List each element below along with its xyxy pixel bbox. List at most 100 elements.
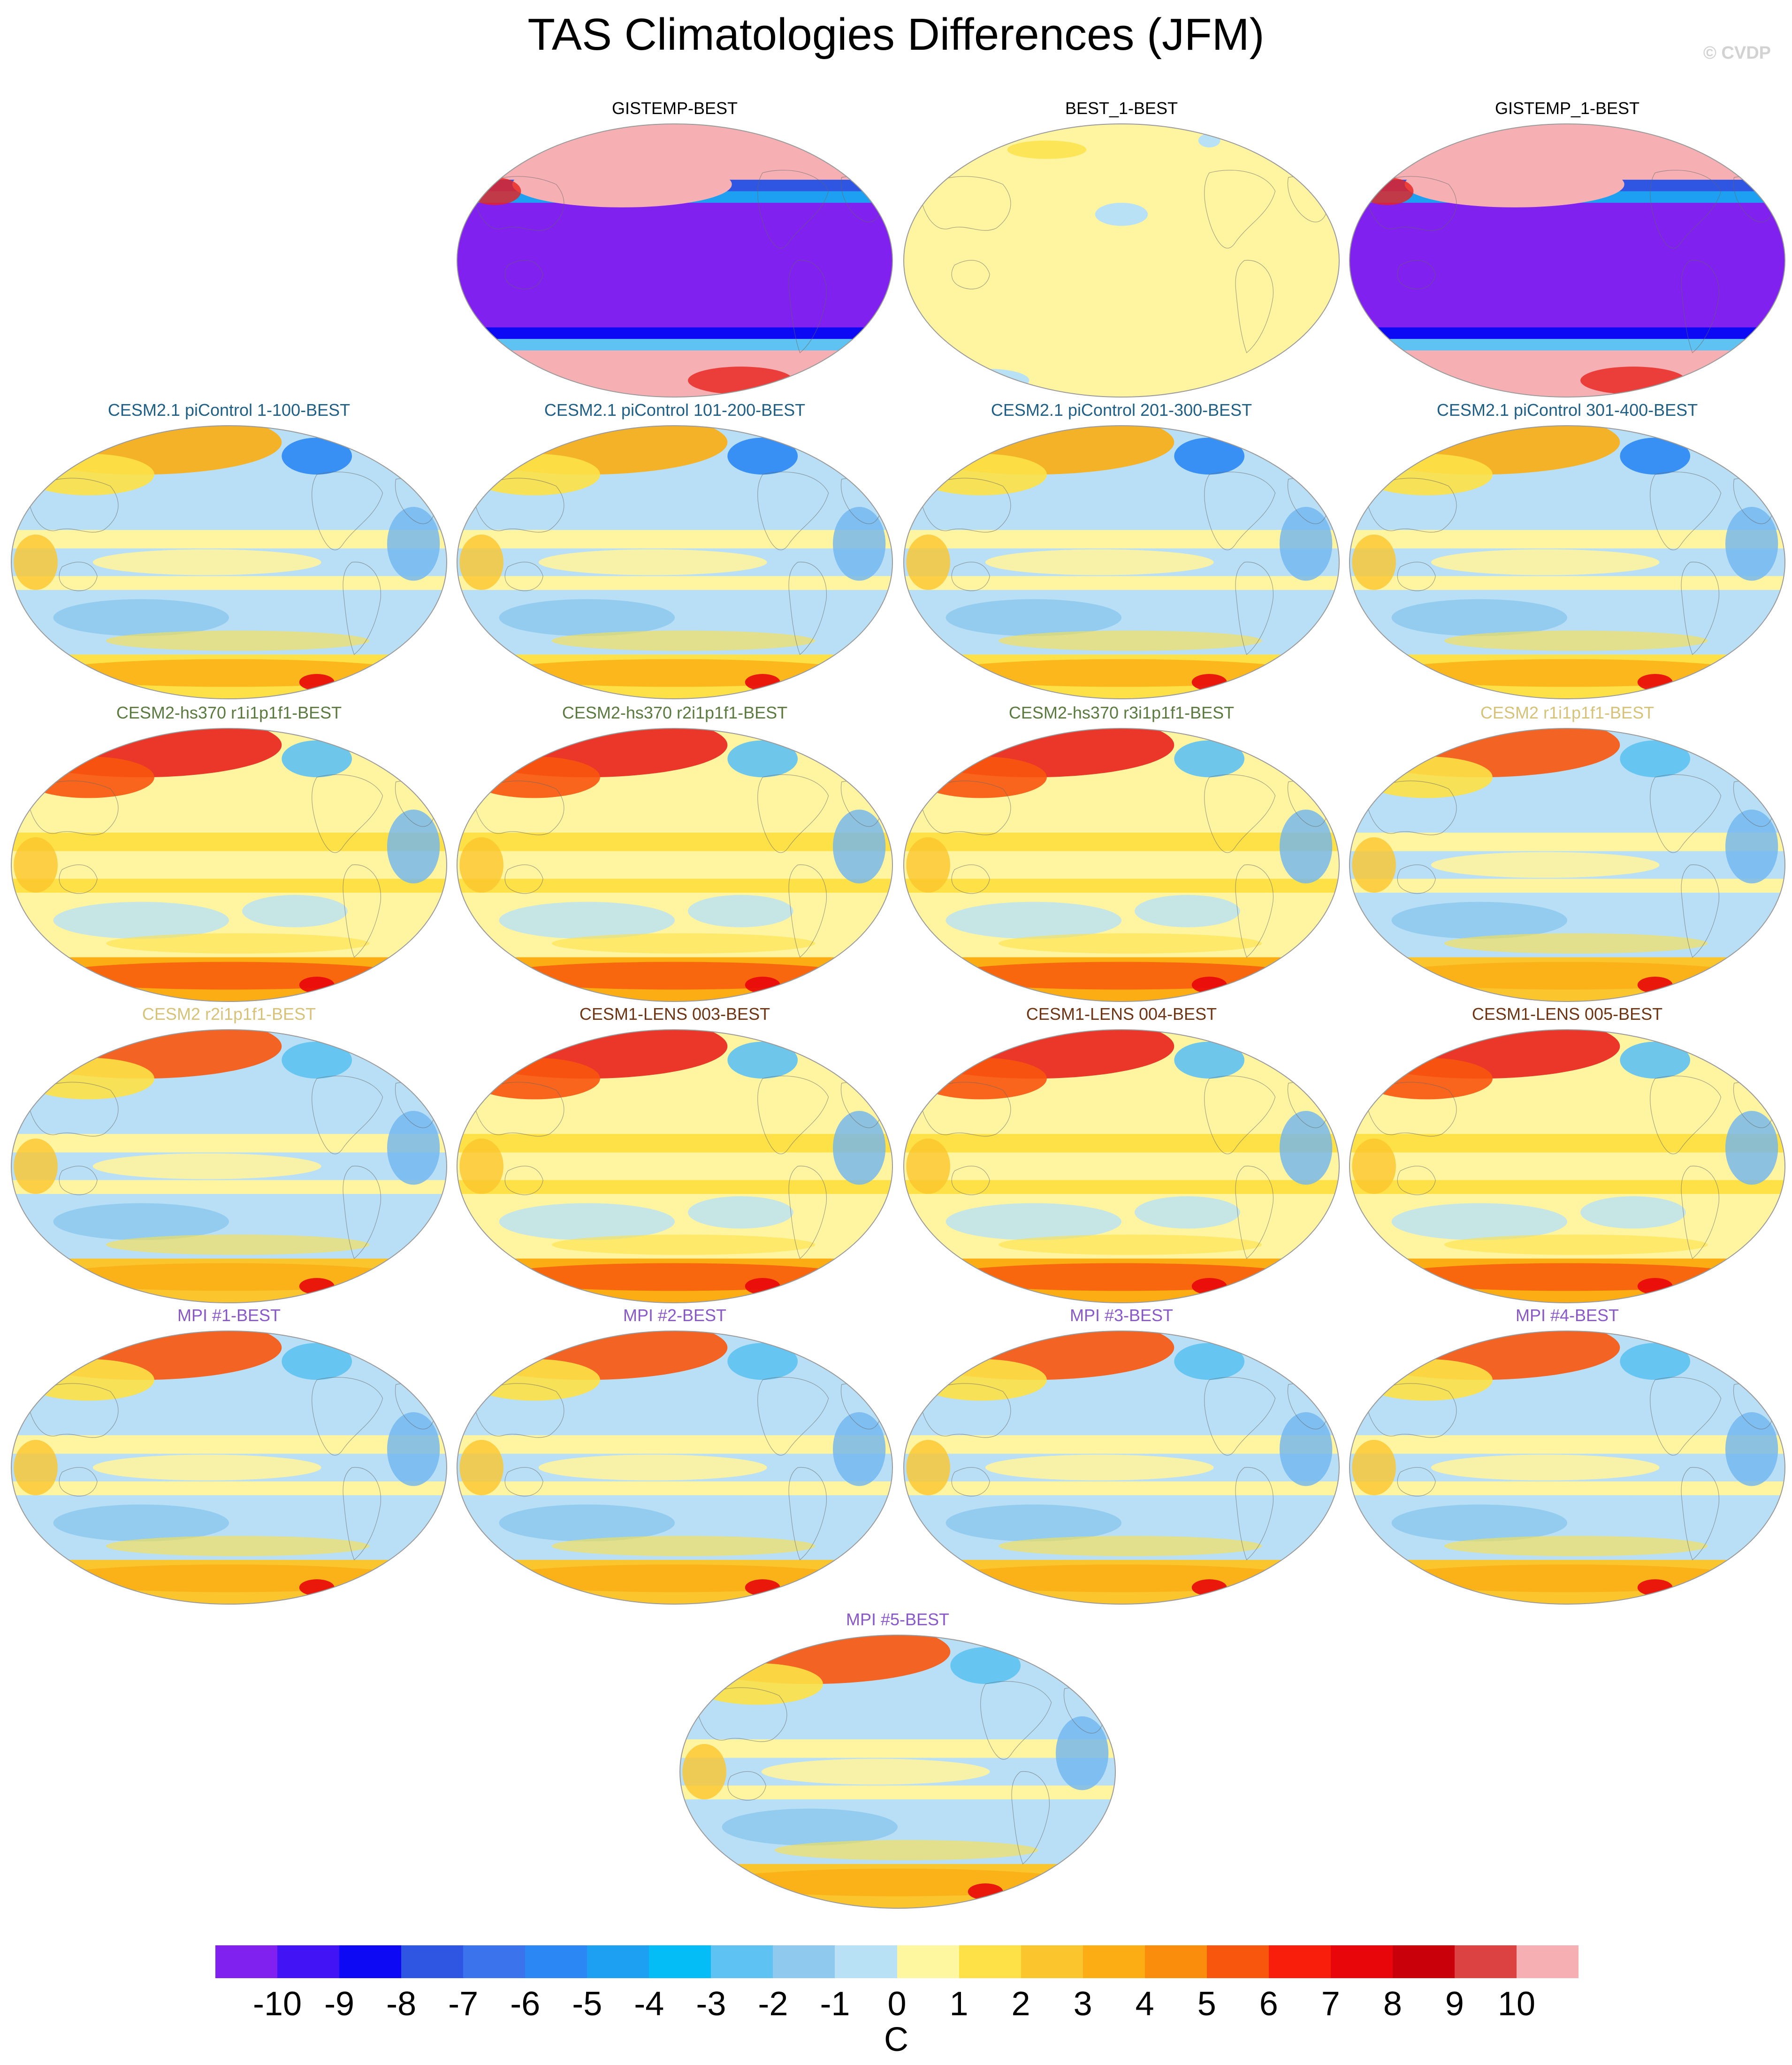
colorbar-tick-label: 4 [1135, 1985, 1154, 2023]
colorbar-tick-label: 3 [1073, 1985, 1092, 2023]
colorbar-tick-label: -5 [572, 1985, 602, 2023]
robinson-map [679, 1635, 1116, 1909]
panel-title: CESM2.1 piControl 101-200-BEST [544, 400, 806, 420]
panel-title: CESM1-LENS 003-BEST [579, 1004, 770, 1024]
colorbar-tick-label: -2 [758, 1985, 788, 2023]
robinson-map [903, 425, 1340, 699]
map-panel: CESM2 r1i1p1f1-BEST [1348, 701, 1787, 1010]
panel-title: CESM1-LENS 004-BEST [1026, 1004, 1217, 1024]
robinson-map [1349, 425, 1785, 699]
map-panel: CESM2.1 piControl 1-100-BEST [9, 398, 449, 708]
map-panel: MPI #4-BEST [1348, 1303, 1787, 1613]
panel-title: CESM2-hs370 r2i1p1f1-BEST [562, 703, 788, 722]
colorbar-segment [463, 1945, 526, 1978]
map-panel: CESM2 r2i1p1f1-BEST [9, 1002, 449, 1312]
colorbar-segment [587, 1945, 649, 1978]
robinson-map [457, 123, 893, 398]
robinson-map [1349, 1029, 1785, 1303]
robinson-map [1349, 123, 1785, 398]
map-panel: MPI #3-BEST [902, 1303, 1341, 1613]
colorbar-segment [649, 1945, 711, 1978]
colorbar-tick-label: 9 [1445, 1985, 1464, 2023]
panel-title: CESM2 r1i1p1f1-BEST [1480, 703, 1655, 722]
robinson-map [11, 1029, 447, 1303]
map-panel: BEST_1-BEST [902, 96, 1341, 406]
colorbar-tick-label: 0 [887, 1985, 907, 2023]
colorbar-segment [897, 1945, 960, 1978]
map-panel: GISTEMP_1-BEST [1348, 96, 1787, 406]
panel-title: BEST_1-BEST [1065, 99, 1178, 118]
panel-title: CESM1-LENS 005-BEST [1472, 1004, 1663, 1024]
map-panel: CESM2.1 piControl 101-200-BEST [455, 398, 894, 708]
robinson-map [457, 728, 893, 1002]
colorbar-segment [1206, 1945, 1269, 1978]
panel-title: MPI #5-BEST [846, 1610, 950, 1629]
colorbar-segment [959, 1945, 1022, 1978]
colorbar-segment [1268, 1945, 1331, 1978]
colorbar-segment [1392, 1945, 1455, 1978]
map-panel: CESM2.1 piControl 201-300-BEST [902, 398, 1341, 708]
panel-title: CESM2 r2i1p1f1-BEST [142, 1004, 316, 1024]
map-panel: MPI #1-BEST [9, 1303, 449, 1613]
panel-title: CESM2.1 piControl 201-300-BEST [991, 400, 1252, 420]
colorbar-tick-label: -3 [696, 1985, 726, 2023]
map-panel: CESM1-LENS 004-BEST [902, 1002, 1341, 1312]
colorbar-segment [1454, 1945, 1517, 1978]
colorbar-segment [711, 1945, 773, 1978]
colorbar-tick-label: 2 [1011, 1985, 1030, 2023]
map-panel: CESM2-hs370 r3i1p1f1-BEST [902, 701, 1341, 1010]
robinson-map [1349, 728, 1785, 1002]
panel-title: CESM2-hs370 r1i1p1f1-BEST [116, 703, 342, 722]
panel-title: CESM2.1 piControl 301-400-BEST [1436, 400, 1698, 420]
panel-title: MPI #1-BEST [177, 1306, 281, 1325]
map-panel: GISTEMP-BEST [455, 96, 894, 406]
panel-title: GISTEMP_1-BEST [1495, 99, 1640, 118]
robinson-map [1349, 1331, 1785, 1605]
colorbar-tick-label: -9 [324, 1985, 355, 2023]
robinson-map [457, 1331, 893, 1605]
map-panel: CESM2.1 piControl 301-400-BEST [1348, 398, 1787, 708]
colorbar-tick-label: -10 [253, 1985, 302, 2023]
map-panel: CESM2-hs370 r2i1p1f1-BEST [455, 701, 894, 1010]
colorbar-segment [1021, 1945, 1083, 1978]
colorbar-tick-label: 7 [1321, 1985, 1340, 2023]
colorbar [215, 1945, 1579, 1978]
map-panel: MPI #5-BEST [678, 1607, 1117, 1917]
colorbar-unit: C [884, 2021, 908, 2058]
colorbar-tick-label: 8 [1383, 1985, 1402, 2023]
colorbar-segment [525, 1945, 587, 1978]
colorbar-segment [277, 1945, 340, 1978]
panel-title: CESM2.1 piControl 1-100-BEST [107, 400, 351, 420]
colorbar-segment [339, 1945, 402, 1978]
robinson-map [11, 1331, 447, 1605]
robinson-map [903, 728, 1340, 1002]
robinson-map [903, 1029, 1340, 1303]
map-panel: MPI #2-BEST [455, 1303, 894, 1613]
cvdp-watermark: © CVDP [1703, 43, 1771, 63]
colorbar-segment [1144, 1945, 1207, 1978]
colorbar-tick-label: -4 [634, 1985, 664, 2023]
map-panel: CESM1-LENS 005-BEST [1348, 1002, 1787, 1312]
panel-title: GISTEMP-BEST [611, 99, 738, 118]
colorbar-tick-label: -8 [386, 1985, 417, 2023]
colorbar-tick-label: 10 [1497, 1985, 1535, 2023]
robinson-map [903, 1331, 1340, 1605]
colorbar-tick-label: 6 [1259, 1985, 1278, 2023]
robinson-map [903, 123, 1340, 398]
colorbar-segment [401, 1945, 464, 1978]
robinson-map [457, 1029, 893, 1303]
colorbar-segment [1516, 1945, 1579, 1978]
panel-title: MPI #2-BEST [623, 1306, 727, 1325]
map-panel: CESM2-hs370 r1i1p1f1-BEST [9, 701, 449, 1010]
panel-title: MPI #3-BEST [1069, 1306, 1174, 1325]
panel-title: CESM2-hs370 r3i1p1f1-BEST [1008, 703, 1235, 722]
colorbar-tick-label: -7 [448, 1985, 479, 2023]
colorbar-segment [1330, 1945, 1393, 1978]
robinson-map [11, 728, 447, 1002]
panel-title: MPI #4-BEST [1515, 1306, 1619, 1325]
colorbar-segment [1083, 1945, 1145, 1978]
colorbar-tick-label: 1 [949, 1985, 968, 2023]
robinson-map [11, 425, 447, 699]
colorbar-tick-label: -1 [820, 1985, 850, 2023]
colorbar-tick-label: -6 [510, 1985, 541, 2023]
